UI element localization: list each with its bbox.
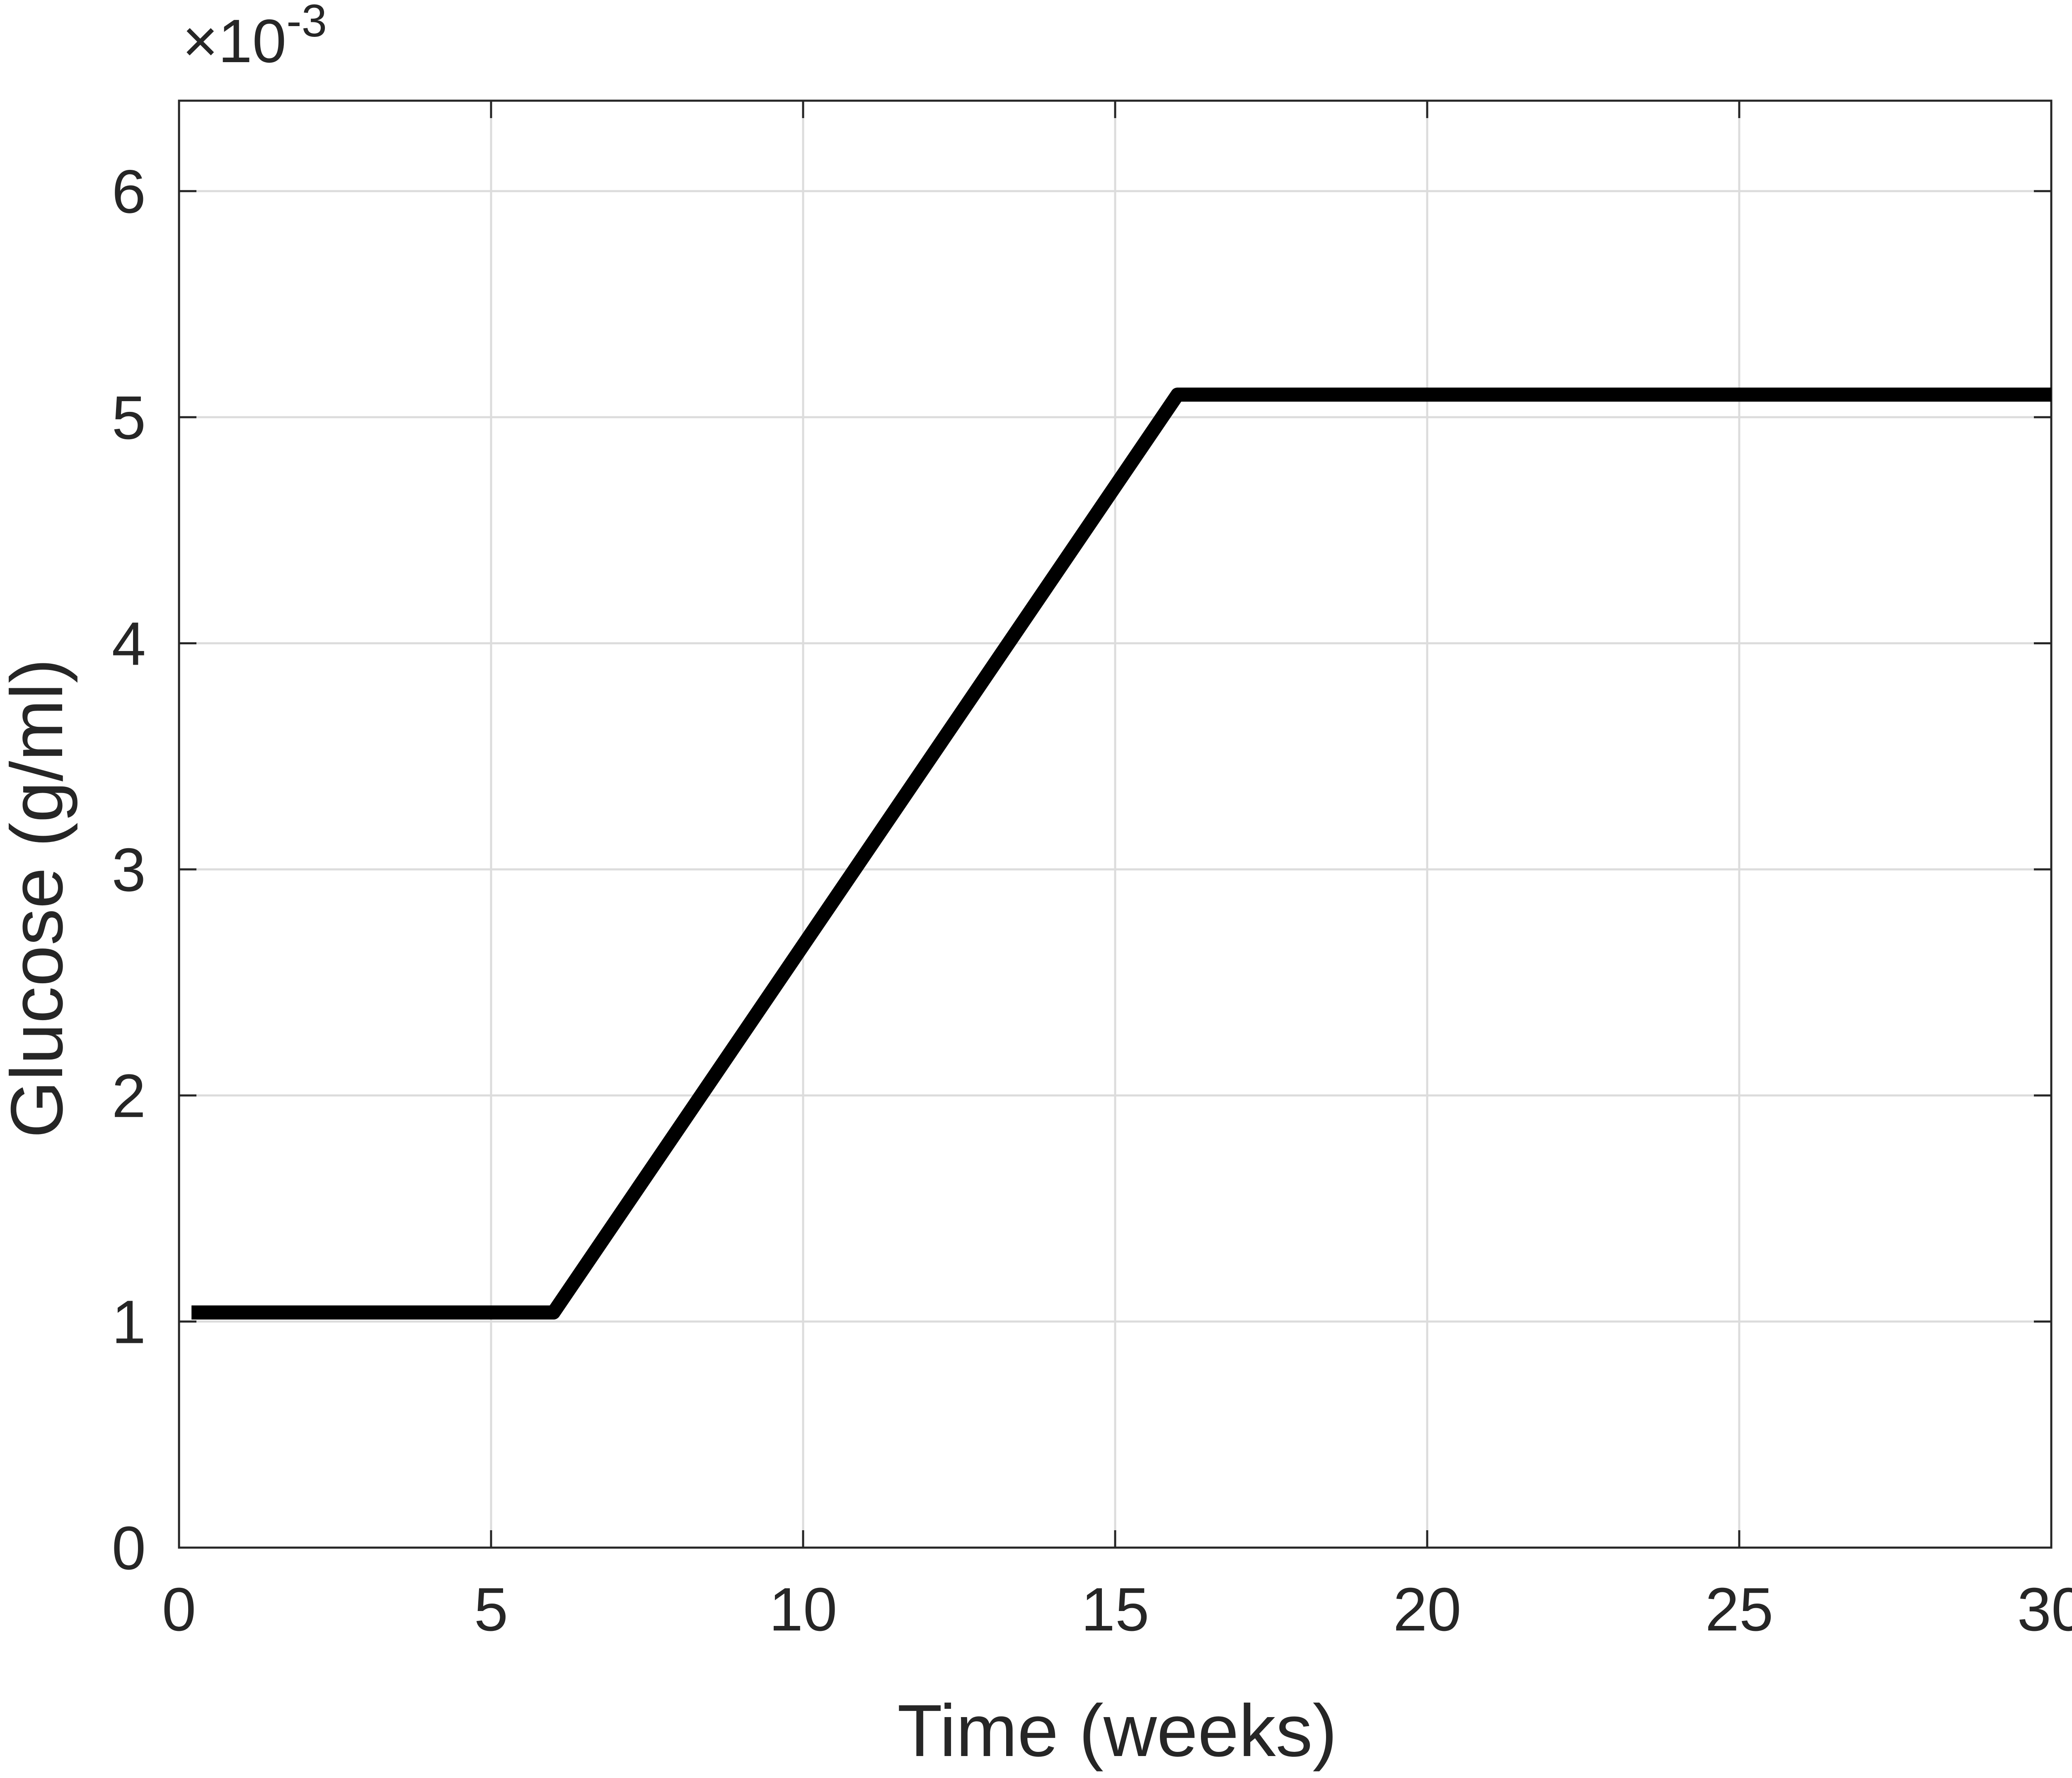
y-tick-label: 2 bbox=[112, 1062, 146, 1130]
y-tick-label: 3 bbox=[112, 836, 146, 904]
y-axis-exponent: ×10-3 bbox=[182, 0, 327, 75]
y-tick-label: 5 bbox=[112, 384, 146, 452]
y-axis-exponent-prefix: ×10 bbox=[182, 7, 286, 75]
x-axis-label: Time (weeks) bbox=[897, 1689, 1337, 1772]
x-tick-label: 30 bbox=[2017, 1575, 2072, 1644]
y-axis-exponent-superscript: -3 bbox=[286, 0, 327, 46]
y-tick-label: 1 bbox=[112, 1288, 146, 1356]
series-line bbox=[191, 387, 2051, 1320]
y-tick-label: 4 bbox=[112, 610, 146, 678]
grid-lines bbox=[179, 101, 2051, 1548]
y-tick-label: 6 bbox=[112, 157, 146, 226]
axis-ticks bbox=[178, 101, 2053, 1549]
tick-labels: 0 5 10 15 20 25 30 0 1 2 3 4 5 6 bbox=[112, 157, 2072, 1644]
x-tick-label: 25 bbox=[1705, 1575, 1774, 1644]
x-tick-label: 20 bbox=[1393, 1575, 1462, 1644]
x-tick-label: 0 bbox=[162, 1575, 196, 1644]
x-tick-label: 15 bbox=[1081, 1575, 1150, 1644]
x-tick-label: 10 bbox=[769, 1575, 838, 1644]
series-layer bbox=[191, 387, 2051, 1320]
y-tick-label: 0 bbox=[112, 1514, 146, 1582]
y-axis-label: Glucose (g/ml) bbox=[0, 658, 78, 1138]
x-tick-label: 5 bbox=[474, 1575, 508, 1644]
